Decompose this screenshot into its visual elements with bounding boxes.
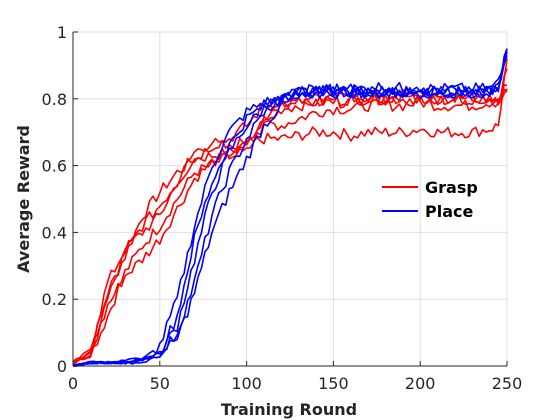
legend-label-place: Place (425, 202, 473, 221)
y-axis-label: Average Reward (14, 125, 33, 273)
x-tick-label: 100 (231, 374, 262, 393)
y-axis-ticks: 0 0.2 0.4 0.6 0.8 1 (42, 23, 78, 376)
x-axis-label: Training Round (221, 400, 357, 419)
y-tick-label: 0.4 (42, 223, 67, 242)
y-tick-label: 0.2 (42, 290, 67, 309)
x-tick-label: 0 (68, 374, 78, 393)
y-tick-label: 0.8 (42, 90, 67, 109)
series-line-grasp (72, 68, 508, 363)
x-tick-label: 200 (405, 374, 436, 393)
grid-lines (72, 31, 508, 367)
series-line-grasp (72, 84, 508, 364)
y-tick-label: 0.6 (42, 157, 67, 176)
series-line-grasp (72, 88, 508, 364)
x-axis-ticks: 0 50 100 150 200 250 (68, 361, 522, 393)
series-line-grasp (72, 58, 508, 365)
series-line-place (72, 55, 508, 367)
series-line-grasp (72, 88, 508, 363)
legend: Grasp Place (382, 178, 478, 221)
series-line-place (73, 51, 508, 367)
y-tick-label: 0 (57, 357, 67, 376)
x-tick-label: 150 (318, 374, 349, 393)
x-tick-label: 50 (150, 374, 170, 393)
y-tick-label: 1 (57, 23, 67, 42)
series-lines (72, 48, 508, 367)
x-tick-label: 250 (492, 374, 523, 393)
legend-label-grasp: Grasp (425, 178, 478, 197)
plot-frame (72, 32, 507, 367)
